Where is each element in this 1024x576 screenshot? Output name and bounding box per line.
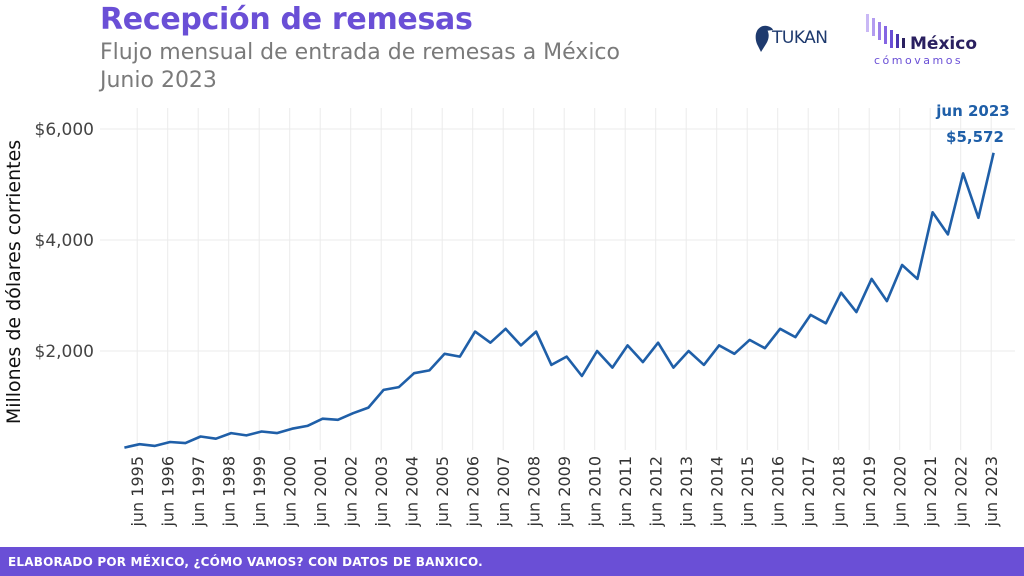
mexico-como-vamos-logo: México cómovamos: [866, 14, 1006, 70]
x-tick-label: jun 1996: [159, 456, 178, 528]
x-tick-label: jun 2005: [433, 456, 452, 528]
x-tick-label: jun 1997: [189, 456, 208, 528]
footer-bar: ELABORADO POR MÉXICO, ¿CÓMO VAMOS? CON D…: [0, 547, 1024, 576]
tukan-logo-text: TUKAN: [772, 28, 828, 48]
x-tick-label: jun 2023: [982, 456, 1001, 528]
series-layer: [124, 152, 995, 449]
page-subtitle: Flujo mensual de entrada de remesas a Mé…: [100, 40, 620, 65]
series-line: [124, 152, 995, 449]
x-tick-label: jun 2016: [769, 456, 788, 528]
x-tick-label: jun 1998: [220, 456, 239, 528]
x-tick-label: jun 2018: [830, 456, 849, 528]
y-axis-label: Millones de dólares corrientes: [3, 140, 25, 424]
x-tick-label: jun 2011: [616, 456, 635, 528]
x-tick-label: jun 2007: [494, 456, 513, 528]
x-tick-label: jun 2006: [464, 456, 483, 528]
tukan-logo: TUKAN: [750, 18, 840, 58]
x-tick-label: jun 2009: [555, 456, 574, 528]
x-tick-label: jun 2021: [921, 456, 940, 528]
y-tick-label: $4,000: [35, 231, 94, 251]
x-tick-label: jun 2001: [311, 456, 330, 528]
page-title: Recepción de remesas: [100, 2, 473, 37]
tukan-bird-icon: [755, 25, 773, 52]
x-tick-label: jun 1995: [128, 456, 147, 528]
remittance-line-chart: $2,000$4,000$6,000 jun 1995 jun 1996 jun 1…: [3, 102, 1015, 528]
x-tick-label: jun 2002: [342, 456, 361, 528]
x-tick-label: jun 2019: [860, 456, 879, 528]
x-tick-label: jun 2012: [647, 456, 666, 528]
footer-text: ELABORADO POR MÉXICO, ¿CÓMO VAMOS? CON D…: [8, 555, 483, 569]
y-tick-label: $2,000: [35, 342, 94, 362]
bars-icon: [866, 14, 905, 48]
x-tick-label: jun 2020: [891, 456, 910, 528]
annotation-value: $5,572: [946, 128, 1004, 146]
x-tick-label: jun 2015: [738, 456, 757, 528]
x-tick-label: jun 2014: [708, 456, 727, 528]
x-tick-label: jun 2013: [677, 456, 696, 528]
x-tick-label: jun 2000: [281, 456, 300, 528]
x-axis-ticks: jun 1995 jun 1996 jun 1997 jun 1998 jun 1999…: [128, 456, 1001, 528]
como-vamos-logo-text: cómovamos: [874, 54, 964, 67]
page-date: Junio 2023: [100, 68, 217, 93]
x-tick-label: jun 2010: [586, 456, 605, 528]
x-tick-label: jun 1999: [250, 456, 269, 528]
x-tick-label: jun 2022: [952, 456, 971, 528]
x-tick-label: jun 2003: [372, 456, 391, 528]
x-tick-label: jun 2004: [403, 456, 422, 528]
grid: [100, 108, 1015, 450]
x-tick-label: jun 2008: [525, 456, 544, 528]
y-axis-ticks: $2,000 $4,000 $6,000: [35, 120, 94, 362]
x-tick-label: jun 2017: [799, 456, 818, 528]
mexico-logo-text: México: [910, 34, 977, 54]
annotation-date: jun 2023: [935, 102, 1009, 120]
y-tick-label: $6,000: [35, 120, 94, 140]
